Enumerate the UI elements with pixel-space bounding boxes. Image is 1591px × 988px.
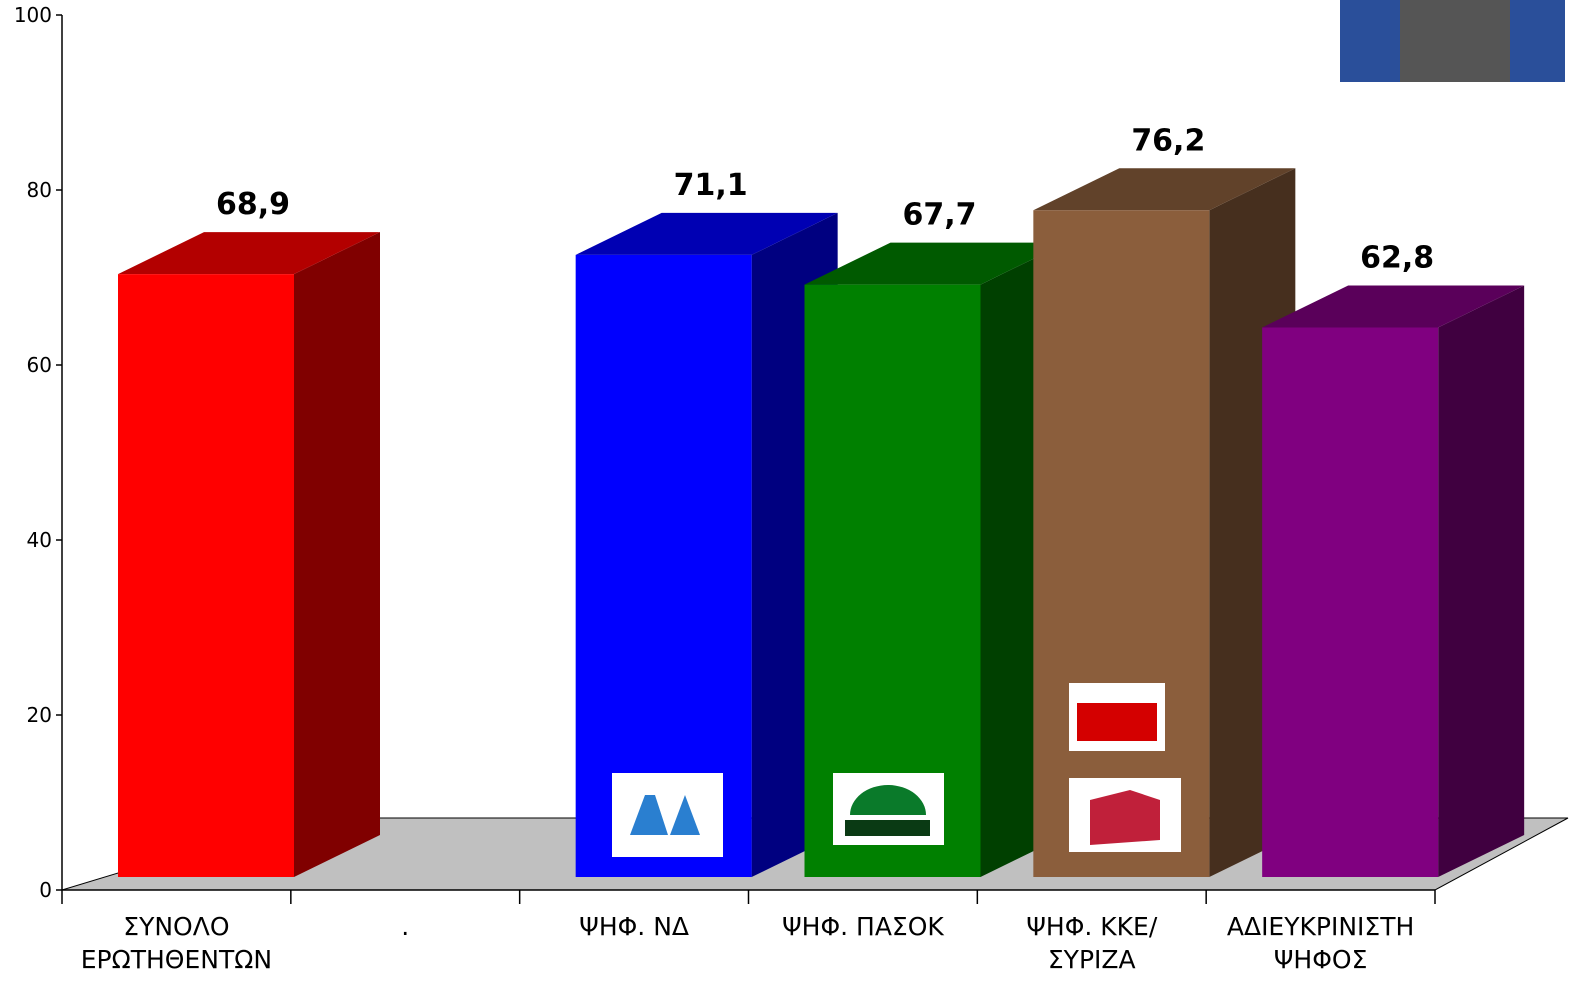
x-tick-label: ΨΗΦ. ΝΔ — [579, 912, 689, 941]
value-label: 68,9 — [216, 187, 290, 222]
y-tick-label: 80 — [27, 178, 52, 202]
bar-side — [294, 232, 380, 877]
bar — [118, 274, 294, 877]
logos — [612, 683, 1181, 857]
bar-top — [1033, 168, 1296, 211]
x-tick-label: ΨΗΦ. ΠΑΣΟΚ — [781, 912, 944, 941]
y-tick-label: 60 — [27, 353, 52, 377]
bar-top — [1262, 285, 1525, 328]
bar-top — [575, 212, 838, 255]
x-tick-label: ΣΥΝΟΛΟ ΕΡΩΤΗΘΕΝΤΩΝ — [80, 912, 273, 974]
value-label: 67,7 — [902, 198, 976, 233]
photo-person — [1400, 0, 1510, 82]
logo-nd — [612, 773, 723, 857]
logo-nd-shape — [630, 795, 700, 835]
x-tick-label: ΨΗΦ. ΚΚΕ/ ΣΥΡΙΖΑ — [1026, 912, 1158, 974]
x-tick-label: ΑΔΙΕΥΚΡΙΝΙΣΤΗ ΨΗΦΟΣ — [1226, 912, 1415, 974]
y-tick-label: 40 — [27, 528, 52, 552]
y-tick-label: 100 — [14, 3, 52, 27]
bar — [1033, 210, 1210, 877]
logo-pasok-shape — [850, 785, 926, 815]
bar-top — [804, 242, 1067, 285]
y-tick-label: 20 — [27, 703, 52, 727]
value-label: 71,1 — [674, 168, 748, 203]
value-label: 62,8 — [1360, 241, 1434, 276]
x-tick-label: . — [401, 912, 410, 941]
y-tick-label: 0 — [39, 878, 52, 902]
bar-side — [1438, 285, 1525, 877]
logo-pasok-bar — [845, 820, 930, 836]
bar-top — [118, 232, 380, 275]
value-label: 76,2 — [1131, 123, 1205, 158]
logo-kke-shape — [1077, 703, 1157, 741]
bar — [1262, 327, 1439, 877]
logo-syriza-shape — [1090, 790, 1160, 845]
